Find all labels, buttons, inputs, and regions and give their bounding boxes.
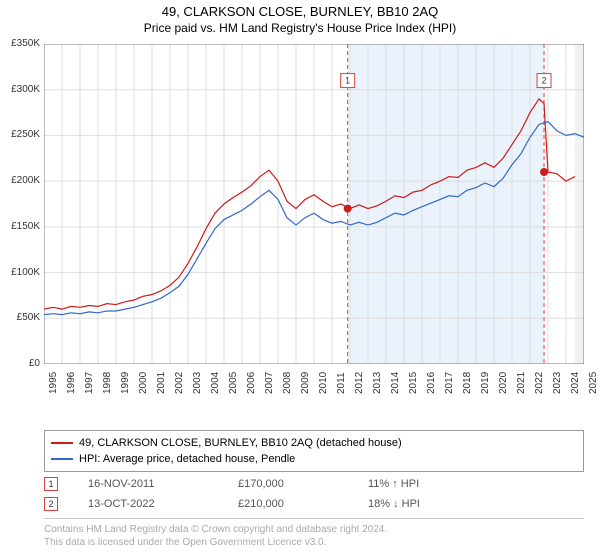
x-tick-label: 2011 xyxy=(336,364,347,394)
x-tick-label: 2001 xyxy=(156,364,167,394)
chart-subtitle: Price paid vs. HM Land Registry's House … xyxy=(0,19,600,35)
y-tick-label: £0 xyxy=(2,358,40,369)
x-tick-label: 2020 xyxy=(498,364,509,394)
transaction-diff: 11% ↑ HPI xyxy=(368,478,419,490)
legend-swatch xyxy=(51,458,73,460)
y-tick-label: £300K xyxy=(2,84,40,95)
x-tick-label: 2006 xyxy=(246,364,257,394)
legend-label: HPI: Average price, detached house, Pend… xyxy=(79,453,295,465)
x-tick-label: 2002 xyxy=(174,364,185,394)
chart-area: 12 xyxy=(44,44,584,364)
chart-title: 49, CLARKSON CLOSE, BURNLEY, BB10 2AQ xyxy=(0,0,600,19)
transaction-date: 13-OCT-2022 xyxy=(88,498,208,510)
y-tick-label: £50K xyxy=(2,312,40,323)
x-tick-label: 2018 xyxy=(462,364,473,394)
y-tick-label: £350K xyxy=(2,38,40,49)
transaction-price: £170,000 xyxy=(238,478,338,490)
x-tick-label: 2021 xyxy=(516,364,527,394)
x-tick-label: 1995 xyxy=(48,364,59,394)
x-tick-label: 2009 xyxy=(300,364,311,394)
x-tick-label: 2023 xyxy=(552,364,563,394)
x-tick-label: 2012 xyxy=(354,364,365,394)
legend-row: 49, CLARKSON CLOSE, BURNLEY, BB10 2AQ (d… xyxy=(51,435,577,451)
y-tick-label: £150K xyxy=(2,221,40,232)
x-tick-label: 2004 xyxy=(210,364,221,394)
footer-attribution: Contains HM Land Registry data © Crown c… xyxy=(44,518,584,549)
svg-text:1: 1 xyxy=(345,76,350,86)
x-tick-label: 2017 xyxy=(444,364,455,394)
x-tick-label: 2008 xyxy=(282,364,293,394)
x-tick-label: 2024 xyxy=(570,364,581,394)
svg-text:2: 2 xyxy=(542,76,547,86)
x-tick-label: 2003 xyxy=(192,364,203,394)
legend-label: 49, CLARKSON CLOSE, BURNLEY, BB10 2AQ (d… xyxy=(79,437,402,449)
x-tick-label: 1997 xyxy=(84,364,95,394)
x-tick-label: 2005 xyxy=(228,364,239,394)
transaction-diff: 18% ↓ HPI xyxy=(368,498,420,510)
x-tick-label: 2010 xyxy=(318,364,329,394)
x-tick-label: 2025 xyxy=(588,364,599,394)
transaction-marker: 1 xyxy=(44,477,58,491)
footer-line1: Contains HM Land Registry data © Crown c… xyxy=(44,523,584,536)
legend-swatch xyxy=(51,442,73,444)
x-tick-label: 2000 xyxy=(138,364,149,394)
x-tick-label: 2016 xyxy=(426,364,437,394)
transaction-row: 1 16-NOV-2011 £170,000 11% ↑ HPI xyxy=(44,474,584,494)
x-tick-label: 2015 xyxy=(408,364,419,394)
transaction-price: £210,000 xyxy=(238,498,338,510)
legend-row: HPI: Average price, detached house, Pend… xyxy=(51,451,577,467)
x-tick-label: 2014 xyxy=(390,364,401,394)
x-tick-label: 1998 xyxy=(102,364,113,394)
x-tick-label: 1999 xyxy=(120,364,131,394)
transaction-table: 1 16-NOV-2011 £170,000 11% ↑ HPI 2 13-OCT-202… xyxy=(44,474,584,514)
y-tick-label: £200K xyxy=(2,175,40,186)
x-tick-label: 2013 xyxy=(372,364,383,394)
y-tick-label: £250K xyxy=(2,129,40,140)
x-tick-label: 2022 xyxy=(534,364,545,394)
footer-line2: This data is licensed under the Open Gov… xyxy=(44,536,584,549)
legend-box: 49, CLARKSON CLOSE, BURNLEY, BB10 2AQ (d… xyxy=(44,430,584,472)
x-tick-label: 2019 xyxy=(480,364,491,394)
chart-svg: 12 xyxy=(44,44,584,364)
transaction-date: 16-NOV-2011 xyxy=(88,478,208,490)
transaction-row: 2 13-OCT-2022 £210,000 18% ↓ HPI xyxy=(44,494,584,514)
x-tick-label: 2007 xyxy=(264,364,275,394)
y-tick-label: £100K xyxy=(2,267,40,278)
x-tick-label: 1996 xyxy=(66,364,77,394)
transaction-marker: 2 xyxy=(44,497,58,511)
